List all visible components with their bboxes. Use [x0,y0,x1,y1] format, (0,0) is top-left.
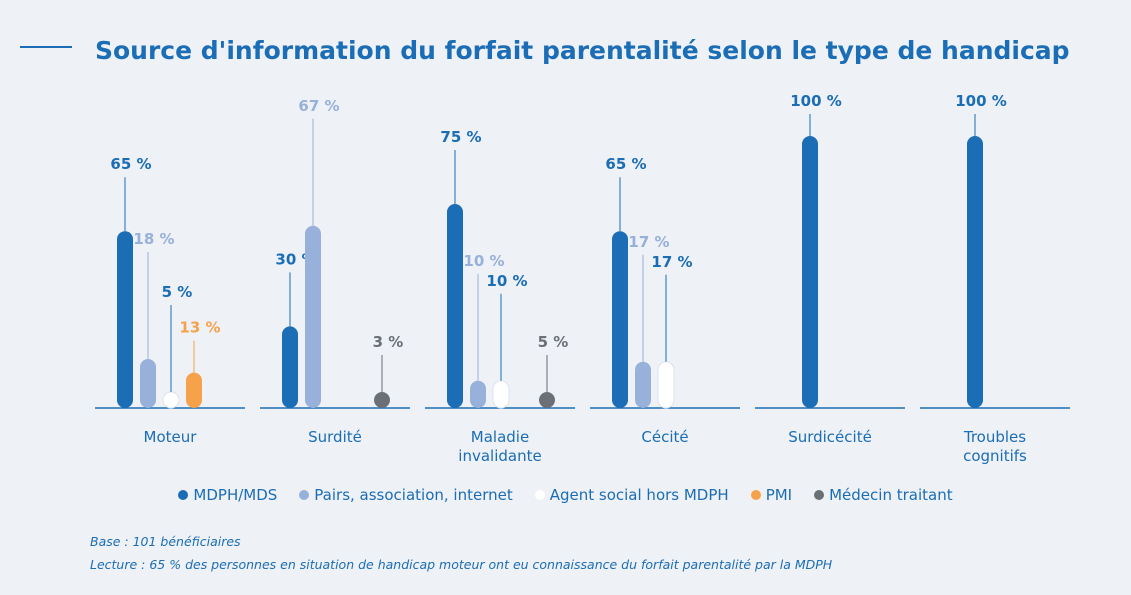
value-label: 65 % [605,155,646,173]
legend-item: MDPH/MDS [178,486,277,504]
bar [470,380,486,408]
legend-item: Médecin traitant [814,486,953,504]
x-tick-label: Cécité [641,428,689,446]
value-label: 10 % [463,252,504,270]
legend-label: Pairs, association, internet [314,486,513,504]
legend-label: MDPH/MDS [193,486,278,504]
legend-label: PMI [765,486,793,504]
bar [635,361,651,408]
legend-label: Agent social hors MDPH [549,486,729,504]
chart-title: Source d'information du forfait parental… [95,36,1070,65]
x-tick-label: Moteur [143,428,197,446]
legend-swatch [814,490,825,500]
x-tick-label: Surdicécité [788,428,872,446]
bar [117,231,133,408]
legend-swatch [750,490,761,500]
bar [447,204,463,408]
legend-item: Agent social hors MDPH [534,486,729,504]
value-label: 100 % [955,92,1007,110]
legend-item: Pairs, association, internet [299,486,513,504]
bar [374,392,390,408]
note: Base : 101 bénéficiaires [90,534,241,549]
value-label: 67 % [298,97,339,115]
legend: MDPH/MDS Pairs, association, internet Agen… [0,486,1131,504]
legend-swatch [534,490,545,500]
value-label: 100 % [790,92,842,110]
bar [539,392,555,408]
value-label: 17 % [651,253,692,271]
value-label: 18 % [133,230,174,248]
x-tick-label: Surdité [308,428,362,446]
bar [305,225,321,408]
bar [162,391,180,409]
value-label: 17 % [628,233,669,251]
value-label: 5 % [538,333,569,351]
bar [140,359,156,408]
bar [282,326,298,408]
bar [657,361,675,409]
note: Lecture : 65 % des personnes en situatio… [90,557,833,572]
value-label: 3 % [373,333,404,351]
value-label: 10 % [486,272,527,290]
legend-label: Médecin traitant [829,486,953,504]
value-label: 5 % [162,283,193,301]
value-label: 65 % [110,155,151,173]
bar [802,136,818,408]
legend-item: PMI [750,486,793,504]
value-label: 13 % [179,319,220,337]
bar [612,231,628,408]
legend-swatch [299,490,310,500]
bar [186,372,202,408]
x-tick-label: Maladie invalidante [458,428,542,465]
bar [967,136,983,408]
value-label: 75 % [440,128,481,146]
bar [492,380,510,409]
x-tick-label: Troubles cognitifs [963,428,1027,465]
legend-swatch [178,490,189,500]
